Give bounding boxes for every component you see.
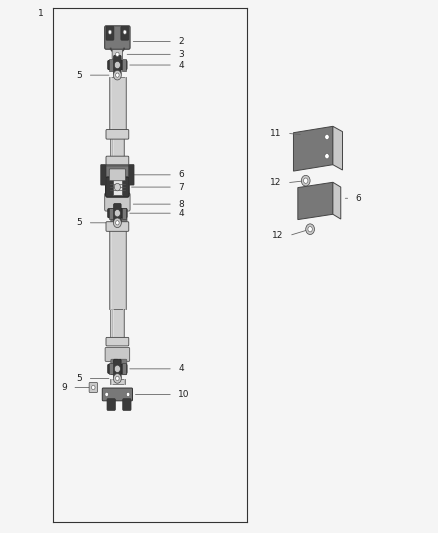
Text: 4: 4	[178, 61, 184, 69]
FancyBboxPatch shape	[107, 399, 115, 410]
Text: 5: 5	[77, 219, 82, 227]
FancyBboxPatch shape	[89, 383, 97, 392]
Circle shape	[116, 221, 119, 225]
FancyBboxPatch shape	[119, 359, 127, 375]
Circle shape	[114, 365, 120, 373]
Text: 4: 4	[178, 365, 184, 373]
Bar	[110, 134, 124, 160]
Polygon shape	[333, 126, 343, 170]
Circle shape	[301, 175, 310, 186]
Bar	[122, 60, 126, 70]
FancyBboxPatch shape	[111, 359, 118, 375]
Circle shape	[113, 374, 121, 383]
Text: 2: 2	[178, 37, 184, 46]
Text: 1: 1	[38, 9, 44, 18]
Text: 5: 5	[77, 374, 82, 383]
Circle shape	[105, 392, 109, 397]
Circle shape	[114, 183, 120, 191]
Text: 9: 9	[61, 383, 67, 392]
FancyBboxPatch shape	[111, 208, 119, 222]
Circle shape	[114, 209, 120, 217]
FancyBboxPatch shape	[102, 388, 132, 401]
FancyBboxPatch shape	[106, 26, 114, 40]
Bar	[113, 179, 122, 195]
FancyBboxPatch shape	[106, 337, 129, 346]
FancyBboxPatch shape	[106, 130, 129, 139]
FancyBboxPatch shape	[121, 26, 129, 40]
Circle shape	[116, 376, 119, 381]
Text: 6: 6	[178, 171, 184, 179]
FancyBboxPatch shape	[103, 166, 132, 184]
Text: 12: 12	[270, 179, 282, 187]
FancyBboxPatch shape	[114, 204, 121, 223]
Text: 4: 4	[178, 209, 184, 217]
FancyBboxPatch shape	[106, 177, 129, 197]
FancyBboxPatch shape	[129, 165, 134, 185]
Polygon shape	[298, 182, 333, 220]
Circle shape	[123, 30, 127, 34]
Text: 11: 11	[270, 129, 282, 138]
FancyBboxPatch shape	[105, 26, 130, 49]
Polygon shape	[333, 182, 341, 219]
Text: 10: 10	[178, 390, 190, 399]
Text: 3: 3	[178, 50, 184, 59]
FancyBboxPatch shape	[119, 208, 127, 222]
FancyBboxPatch shape	[101, 165, 106, 185]
FancyBboxPatch shape	[105, 348, 130, 361]
FancyBboxPatch shape	[105, 193, 130, 211]
Circle shape	[304, 178, 308, 183]
Circle shape	[113, 70, 121, 80]
FancyBboxPatch shape	[108, 60, 127, 69]
Circle shape	[308, 227, 312, 232]
FancyBboxPatch shape	[106, 156, 129, 165]
Circle shape	[116, 52, 119, 56]
Circle shape	[108, 30, 112, 34]
Bar	[122, 364, 126, 374]
Bar	[109, 77, 126, 133]
FancyBboxPatch shape	[108, 365, 127, 373]
Circle shape	[325, 154, 329, 159]
FancyBboxPatch shape	[106, 222, 129, 231]
Circle shape	[92, 385, 95, 390]
Text: 7: 7	[178, 183, 184, 191]
FancyBboxPatch shape	[110, 169, 125, 181]
Bar	[113, 188, 122, 193]
Bar	[109, 207, 113, 219]
Circle shape	[126, 392, 130, 397]
Bar	[122, 207, 126, 219]
Bar	[110, 309, 124, 341]
Circle shape	[306, 224, 314, 235]
FancyBboxPatch shape	[108, 208, 127, 217]
FancyBboxPatch shape	[114, 359, 121, 378]
Circle shape	[116, 73, 119, 77]
Bar	[109, 60, 113, 70]
Text: 8: 8	[178, 200, 184, 208]
Text: 6: 6	[356, 194, 361, 203]
Circle shape	[114, 61, 120, 69]
Circle shape	[325, 134, 329, 140]
FancyBboxPatch shape	[114, 55, 121, 75]
FancyBboxPatch shape	[123, 399, 131, 410]
Text: 12: 12	[272, 231, 284, 240]
Circle shape	[113, 218, 121, 228]
Bar	[110, 379, 125, 384]
Bar	[109, 227, 126, 309]
Bar	[109, 364, 113, 374]
Polygon shape	[293, 126, 333, 171]
Text: 5: 5	[77, 71, 82, 79]
FancyBboxPatch shape	[112, 50, 123, 59]
